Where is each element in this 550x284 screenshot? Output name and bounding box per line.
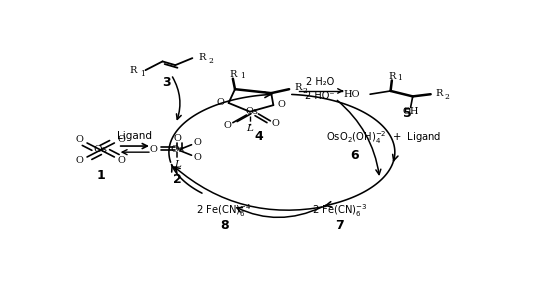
Text: 2 Fe(CN)$_6^{-4}$: 2 Fe(CN)$_6^{-4}$ (196, 202, 252, 219)
Text: 2: 2 (303, 87, 308, 95)
Text: 1: 1 (398, 74, 403, 82)
Text: OsO$_2$(OH)$_4^{-2}$  +  Ligand: OsO$_2$(OH)$_4^{-2}$ + Ligand (327, 130, 442, 146)
FancyArrowPatch shape (337, 100, 381, 174)
FancyArrowPatch shape (237, 207, 322, 218)
Text: 2 H₂O: 2 H₂O (306, 77, 334, 87)
Text: Ligand: Ligand (117, 131, 152, 141)
Text: Os: Os (170, 145, 184, 154)
Text: R: R (294, 83, 301, 92)
Text: Os: Os (94, 145, 108, 154)
Text: 2 Fe(CN)$_6^{-3}$: 2 Fe(CN)$_6^{-3}$ (312, 202, 367, 219)
Text: 8: 8 (220, 219, 229, 232)
Text: O: O (118, 135, 126, 144)
Text: R: R (436, 89, 443, 98)
Text: 7: 7 (335, 219, 344, 232)
Text: O: O (76, 156, 84, 165)
Text: L: L (246, 124, 254, 133)
Text: R: R (388, 72, 395, 81)
Text: O: O (194, 138, 202, 147)
Text: O: O (173, 134, 182, 143)
Text: OH: OH (403, 107, 419, 116)
Text: HO: HO (343, 90, 360, 99)
Text: L: L (174, 160, 181, 169)
Text: 2: 2 (444, 93, 449, 101)
FancyArrowPatch shape (173, 77, 181, 119)
Text: 1: 1 (96, 169, 105, 182)
Text: R: R (129, 66, 136, 75)
Text: O: O (194, 153, 202, 162)
Text: O: O (118, 156, 126, 165)
Text: O: O (217, 98, 225, 107)
Text: 3: 3 (162, 76, 171, 89)
Text: Os: Os (246, 107, 258, 116)
Text: 6: 6 (350, 149, 359, 162)
Text: 2: 2 (173, 173, 182, 186)
Text: R: R (198, 53, 206, 62)
Text: O: O (149, 145, 157, 154)
Text: 5: 5 (403, 107, 412, 120)
FancyArrowPatch shape (175, 167, 326, 210)
Text: 1: 1 (240, 72, 245, 80)
Text: O: O (277, 100, 285, 109)
Text: R: R (229, 70, 236, 79)
Text: 2 HO⁻: 2 HO⁻ (305, 91, 335, 101)
Text: 1: 1 (140, 70, 145, 78)
Text: 4: 4 (254, 130, 263, 143)
Text: 2: 2 (208, 57, 213, 65)
Text: O: O (272, 119, 279, 128)
Text: O: O (76, 135, 84, 144)
Text: O: O (224, 121, 232, 130)
